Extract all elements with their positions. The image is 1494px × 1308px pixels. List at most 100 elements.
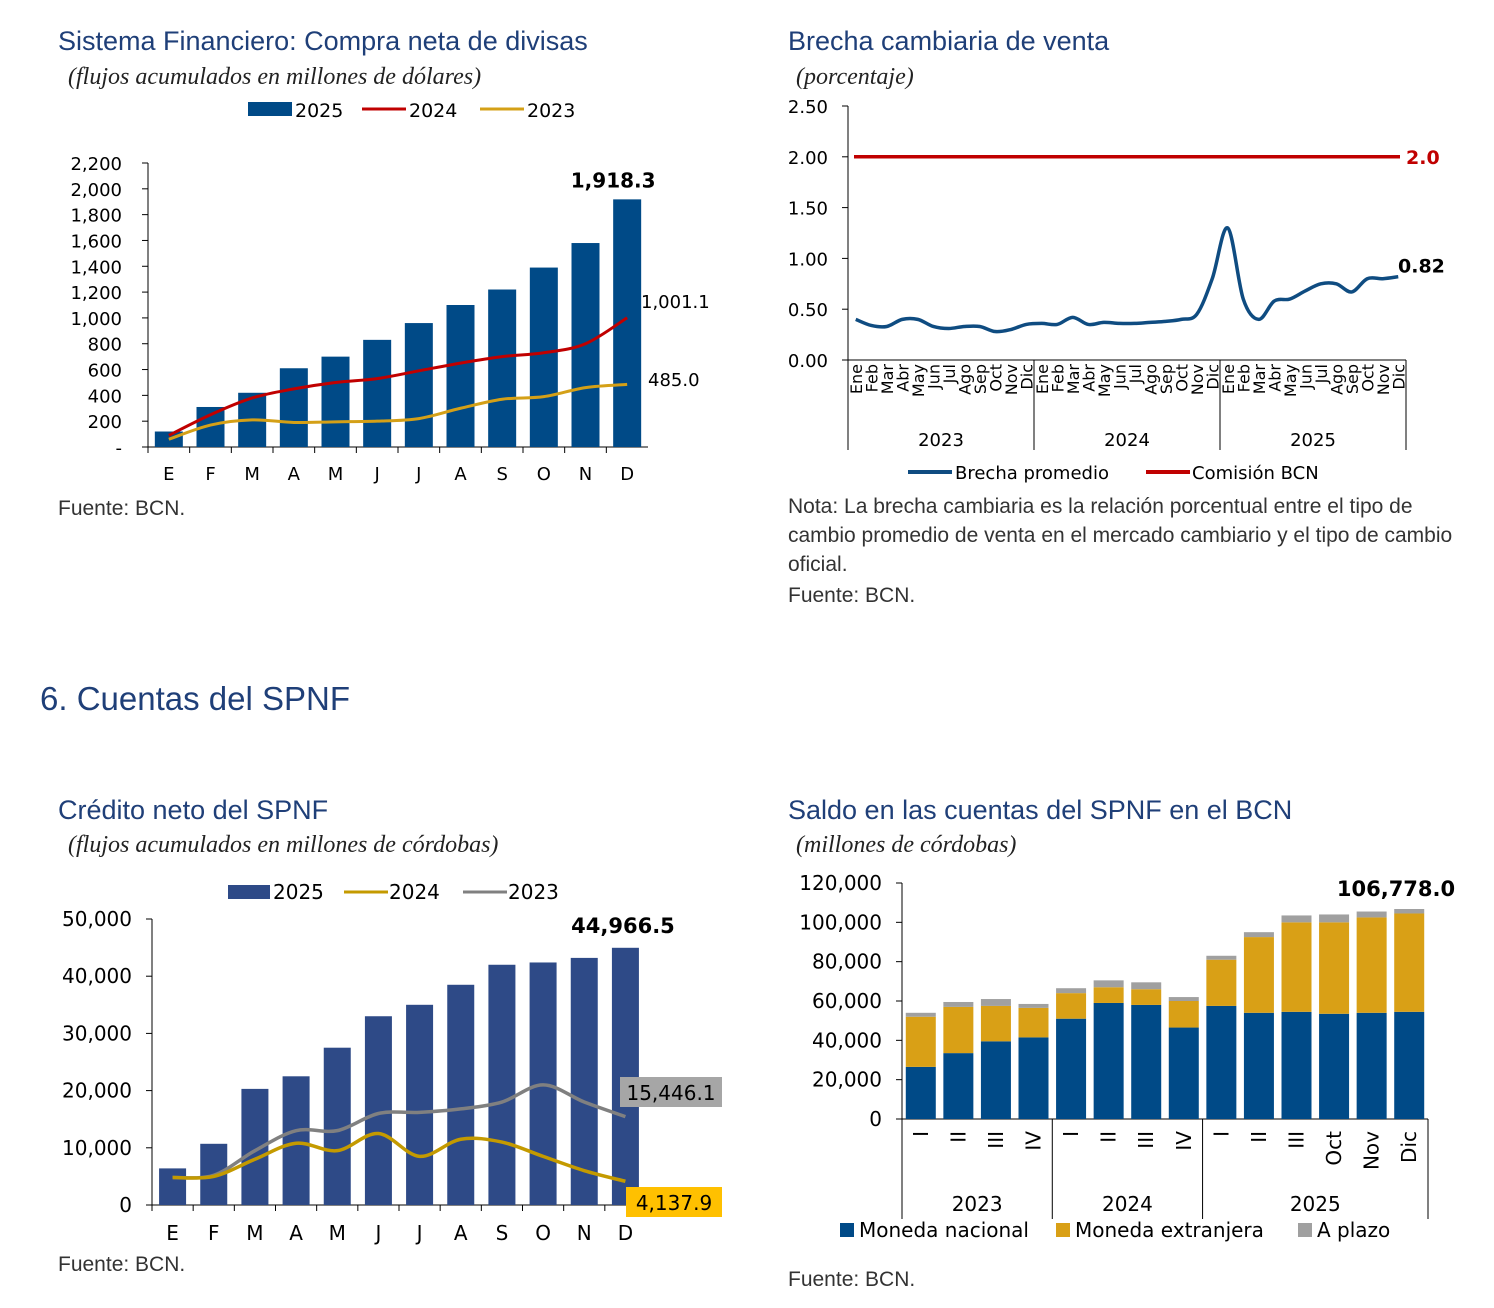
year-label-2024: 2024 bbox=[1102, 1192, 1153, 1216]
y-tick-label: 2,000 bbox=[70, 180, 122, 201]
x-month-label: Jul bbox=[1126, 364, 1145, 384]
bar-moneda-extranjera-14 bbox=[1394, 913, 1425, 1012]
bar-moneda-extranjera-4 bbox=[1018, 1007, 1049, 1038]
label-total-end: 106,778.0 bbox=[1337, 877, 1455, 901]
bar-moneda-nacional-7 bbox=[1131, 1004, 1162, 1119]
bar-moneda-extranjera-3 bbox=[980, 1005, 1011, 1042]
y-tick-label: 60,000 bbox=[812, 989, 882, 1013]
bar-moneda-nacional-6 bbox=[1093, 1002, 1124, 1119]
x-month-label: Ago bbox=[1141, 364, 1160, 395]
y-tick-label: 1,200 bbox=[70, 283, 122, 304]
x-month-label: Jun bbox=[1296, 364, 1315, 390]
x-month-label: Ago bbox=[955, 364, 974, 395]
x-tick-label: A bbox=[454, 464, 467, 485]
x-tick-label: I bbox=[1059, 1131, 1083, 1137]
x-month-label: Jul bbox=[940, 364, 959, 384]
bar-moneda-extranjera-10 bbox=[1243, 937, 1274, 1013]
y-tick-label: 100,000 bbox=[799, 910, 882, 934]
x-tick-label: E bbox=[163, 464, 174, 485]
x-month-label: May bbox=[909, 364, 928, 397]
x-month-label: Abr bbox=[893, 364, 912, 392]
y-tick-label: - bbox=[116, 438, 123, 459]
x-month-label: Oct bbox=[986, 364, 1005, 392]
x-month-label: Abr bbox=[1265, 364, 1284, 392]
label-2024-end: 4,137.9 bbox=[636, 1191, 712, 1215]
x-tick-label: III bbox=[1285, 1131, 1309, 1149]
bar-a-plazo-2 bbox=[943, 1001, 974, 1007]
x-month-label: Ene bbox=[1219, 364, 1238, 394]
bar-2025-9 bbox=[488, 964, 516, 1205]
label-box-2023 bbox=[620, 1077, 722, 1107]
x-tick-label: J bbox=[373, 1221, 381, 1245]
x-month-label: Dic bbox=[1203, 364, 1222, 390]
x-month-label: Sep bbox=[1157, 364, 1176, 394]
y-tick-label: 20,000 bbox=[62, 1079, 132, 1103]
y-tick-label: 0 bbox=[119, 1193, 132, 1217]
y-tick-label: 200 bbox=[88, 412, 122, 433]
y-tick-label: 600 bbox=[88, 361, 122, 382]
legend-swatch-1 bbox=[1056, 1223, 1070, 1237]
bar-a-plazo-13 bbox=[1356, 911, 1387, 918]
chart-title-credito: Crédito neto del SPNF bbox=[58, 795, 329, 825]
label-2024-end: 1,001.1 bbox=[641, 292, 710, 313]
x-tick-label: I bbox=[1209, 1131, 1233, 1137]
legend-label-2023: 2023 bbox=[508, 880, 559, 904]
x-tick-label: II bbox=[1247, 1131, 1271, 1143]
bar-a-plazo-10 bbox=[1243, 932, 1274, 938]
legend-label-2025: 2025 bbox=[273, 880, 324, 904]
legend-label-1: Moneda extranjera bbox=[1075, 1218, 1264, 1242]
legend-label-2024: 2024 bbox=[409, 100, 457, 122]
bar-2025-8 bbox=[447, 984, 475, 1205]
label-2023-end: 15,446.1 bbox=[626, 1081, 715, 1105]
line-2023 bbox=[172, 1083, 627, 1180]
y-tick-label: 20,000 bbox=[812, 1068, 882, 1092]
y-tick-label: 1.50 bbox=[788, 199, 828, 220]
x-tick-label: A bbox=[289, 1221, 303, 1245]
y-tick-label: 30,000 bbox=[62, 1021, 132, 1045]
bar-moneda-extranjera-7 bbox=[1131, 989, 1162, 1005]
x-month-label: Jul bbox=[1312, 364, 1331, 384]
bar-2025-4 bbox=[279, 368, 308, 447]
bar-a-plazo-6 bbox=[1093, 980, 1124, 988]
x-tick-label: I bbox=[909, 1131, 933, 1137]
x-month-label: Dic bbox=[1017, 364, 1036, 390]
x-tick-label: A bbox=[288, 464, 301, 485]
bar-moneda-nacional-14 bbox=[1394, 1011, 1425, 1119]
bar-2025-7 bbox=[406, 1004, 434, 1205]
bar-moneda-extranjera-6 bbox=[1093, 987, 1124, 1003]
year-label-2023: 2023 bbox=[918, 430, 964, 451]
x-month-label: Oct bbox=[1358, 364, 1377, 392]
x-tick-label: F bbox=[205, 464, 215, 485]
legend-swatch-2025 bbox=[228, 885, 270, 899]
bar-2025-4 bbox=[282, 1076, 310, 1205]
x-tick-label: III bbox=[1134, 1131, 1158, 1149]
bar-moneda-nacional-8 bbox=[1168, 1027, 1199, 1119]
source-compra: Fuente: BCN. bbox=[58, 497, 186, 520]
x-tick-label: Oct bbox=[1322, 1131, 1346, 1166]
line-2024 bbox=[168, 316, 628, 437]
chart-title-brecha: Brecha cambiaria de venta bbox=[788, 26, 1110, 56]
x-month-label: May bbox=[1095, 364, 1114, 397]
bar-moneda-extranjera-5 bbox=[1056, 993, 1087, 1019]
line-2023 bbox=[168, 382, 628, 441]
chart-subtitle-saldo: (millones de córdobas) bbox=[796, 832, 1017, 858]
x-tick-label: D bbox=[620, 464, 634, 485]
legend-label-brecha: Brecha promedio bbox=[955, 463, 1109, 484]
label-brecha-last: 0.82 bbox=[1398, 256, 1445, 278]
x-tick-label: II bbox=[1097, 1131, 1121, 1143]
x-month-label: Feb bbox=[1048, 364, 1067, 392]
bar-2025-7 bbox=[404, 323, 433, 447]
y-tick-label: 2.50 bbox=[788, 97, 828, 118]
brecha-chart: 0.000.501.001.502.002.50EneFebMarAbrMayJ… bbox=[788, 97, 1445, 484]
bar-moneda-extranjera-2 bbox=[943, 1006, 974, 1054]
bar-a-plazo-8 bbox=[1168, 997, 1199, 1001]
x-tick-label: M bbox=[244, 464, 260, 485]
compra-chart: 2025 2024 2023 - 200 400 600 800 1,000 1,200 1,400… bbox=[70, 100, 710, 485]
y-tick-label: 800 bbox=[88, 335, 122, 356]
bar-2025-6 bbox=[363, 339, 392, 447]
x-tick-label: J bbox=[415, 464, 421, 485]
bar-a-plazo-3 bbox=[980, 999, 1011, 1006]
legend-label-2024: 2024 bbox=[389, 880, 440, 904]
bar-a-plazo-12 bbox=[1319, 914, 1350, 923]
legend-label-2023: 2023 bbox=[527, 100, 575, 122]
